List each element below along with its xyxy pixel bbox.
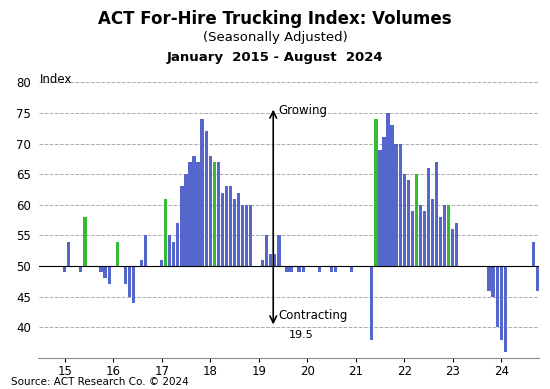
Bar xyxy=(164,199,167,266)
Bar xyxy=(374,119,377,266)
Bar xyxy=(378,150,382,266)
Bar xyxy=(536,266,539,291)
Bar xyxy=(116,242,119,266)
Bar xyxy=(406,180,410,266)
Bar xyxy=(269,254,272,266)
Bar xyxy=(285,266,289,272)
Bar xyxy=(196,162,200,266)
Bar xyxy=(492,266,494,297)
Bar xyxy=(334,266,337,272)
Text: Contracting: Contracting xyxy=(278,309,348,322)
Bar xyxy=(370,266,373,340)
Bar xyxy=(237,193,240,266)
Bar xyxy=(249,205,252,266)
Bar xyxy=(496,266,499,327)
Text: 19.5: 19.5 xyxy=(289,330,313,340)
Bar xyxy=(455,223,458,266)
Bar xyxy=(532,242,535,266)
Bar xyxy=(390,125,394,266)
Text: ACT For-Hire Trucking Index: Volumes: ACT For-Hire Trucking Index: Volumes xyxy=(98,10,452,28)
Bar xyxy=(176,223,179,266)
Bar xyxy=(318,266,321,272)
Bar xyxy=(79,266,82,272)
Bar xyxy=(100,266,103,272)
Bar xyxy=(205,131,208,266)
Bar xyxy=(447,205,450,266)
Bar xyxy=(124,266,127,284)
Bar xyxy=(229,186,232,266)
Bar xyxy=(403,174,406,266)
Bar xyxy=(188,162,191,266)
Bar xyxy=(213,162,216,266)
Bar xyxy=(273,254,277,266)
Bar xyxy=(128,266,131,297)
Bar xyxy=(435,162,438,266)
Bar xyxy=(67,242,70,266)
Bar xyxy=(233,199,236,266)
Bar xyxy=(544,254,547,266)
Bar xyxy=(245,205,248,266)
Bar xyxy=(298,266,301,272)
Bar xyxy=(225,186,228,266)
Bar xyxy=(387,113,389,266)
Bar xyxy=(108,266,111,284)
Bar xyxy=(140,260,143,266)
Bar xyxy=(289,266,293,272)
Text: Source: ACT Research Co. © 2024: Source: ACT Research Co. © 2024 xyxy=(11,377,189,387)
Bar xyxy=(394,144,398,266)
Bar xyxy=(261,260,265,266)
Bar xyxy=(160,260,163,266)
Bar xyxy=(168,235,172,266)
Bar xyxy=(103,266,107,278)
Bar xyxy=(63,266,67,272)
Bar xyxy=(499,266,503,340)
Bar xyxy=(241,205,244,266)
Bar xyxy=(132,266,135,303)
Bar xyxy=(411,211,414,266)
Text: (Seasonally Adjusted): (Seasonally Adjusted) xyxy=(202,31,348,44)
Bar xyxy=(83,217,86,266)
Bar xyxy=(382,137,386,266)
Bar xyxy=(184,174,188,266)
Bar xyxy=(399,144,402,266)
Bar xyxy=(443,205,446,266)
Bar xyxy=(277,235,280,266)
Bar xyxy=(192,156,196,266)
Bar xyxy=(221,193,224,266)
Bar xyxy=(427,168,430,266)
Bar xyxy=(439,217,442,266)
Bar xyxy=(504,266,507,352)
Bar xyxy=(172,242,175,266)
Text: Index: Index xyxy=(40,73,72,86)
Bar xyxy=(487,266,491,291)
Bar xyxy=(350,266,353,272)
Bar xyxy=(431,199,434,266)
Bar xyxy=(208,156,212,266)
Bar xyxy=(419,205,422,266)
Bar xyxy=(180,186,184,266)
Bar xyxy=(330,266,333,272)
Text: January  2015 - August  2024: January 2015 - August 2024 xyxy=(167,51,383,64)
Bar xyxy=(301,266,305,272)
Bar xyxy=(201,119,204,266)
Text: Growing: Growing xyxy=(278,104,327,117)
Bar xyxy=(217,162,220,266)
Bar xyxy=(415,174,418,266)
Bar xyxy=(451,229,454,266)
Bar xyxy=(144,235,147,266)
Bar xyxy=(265,235,268,266)
Bar xyxy=(423,211,426,266)
